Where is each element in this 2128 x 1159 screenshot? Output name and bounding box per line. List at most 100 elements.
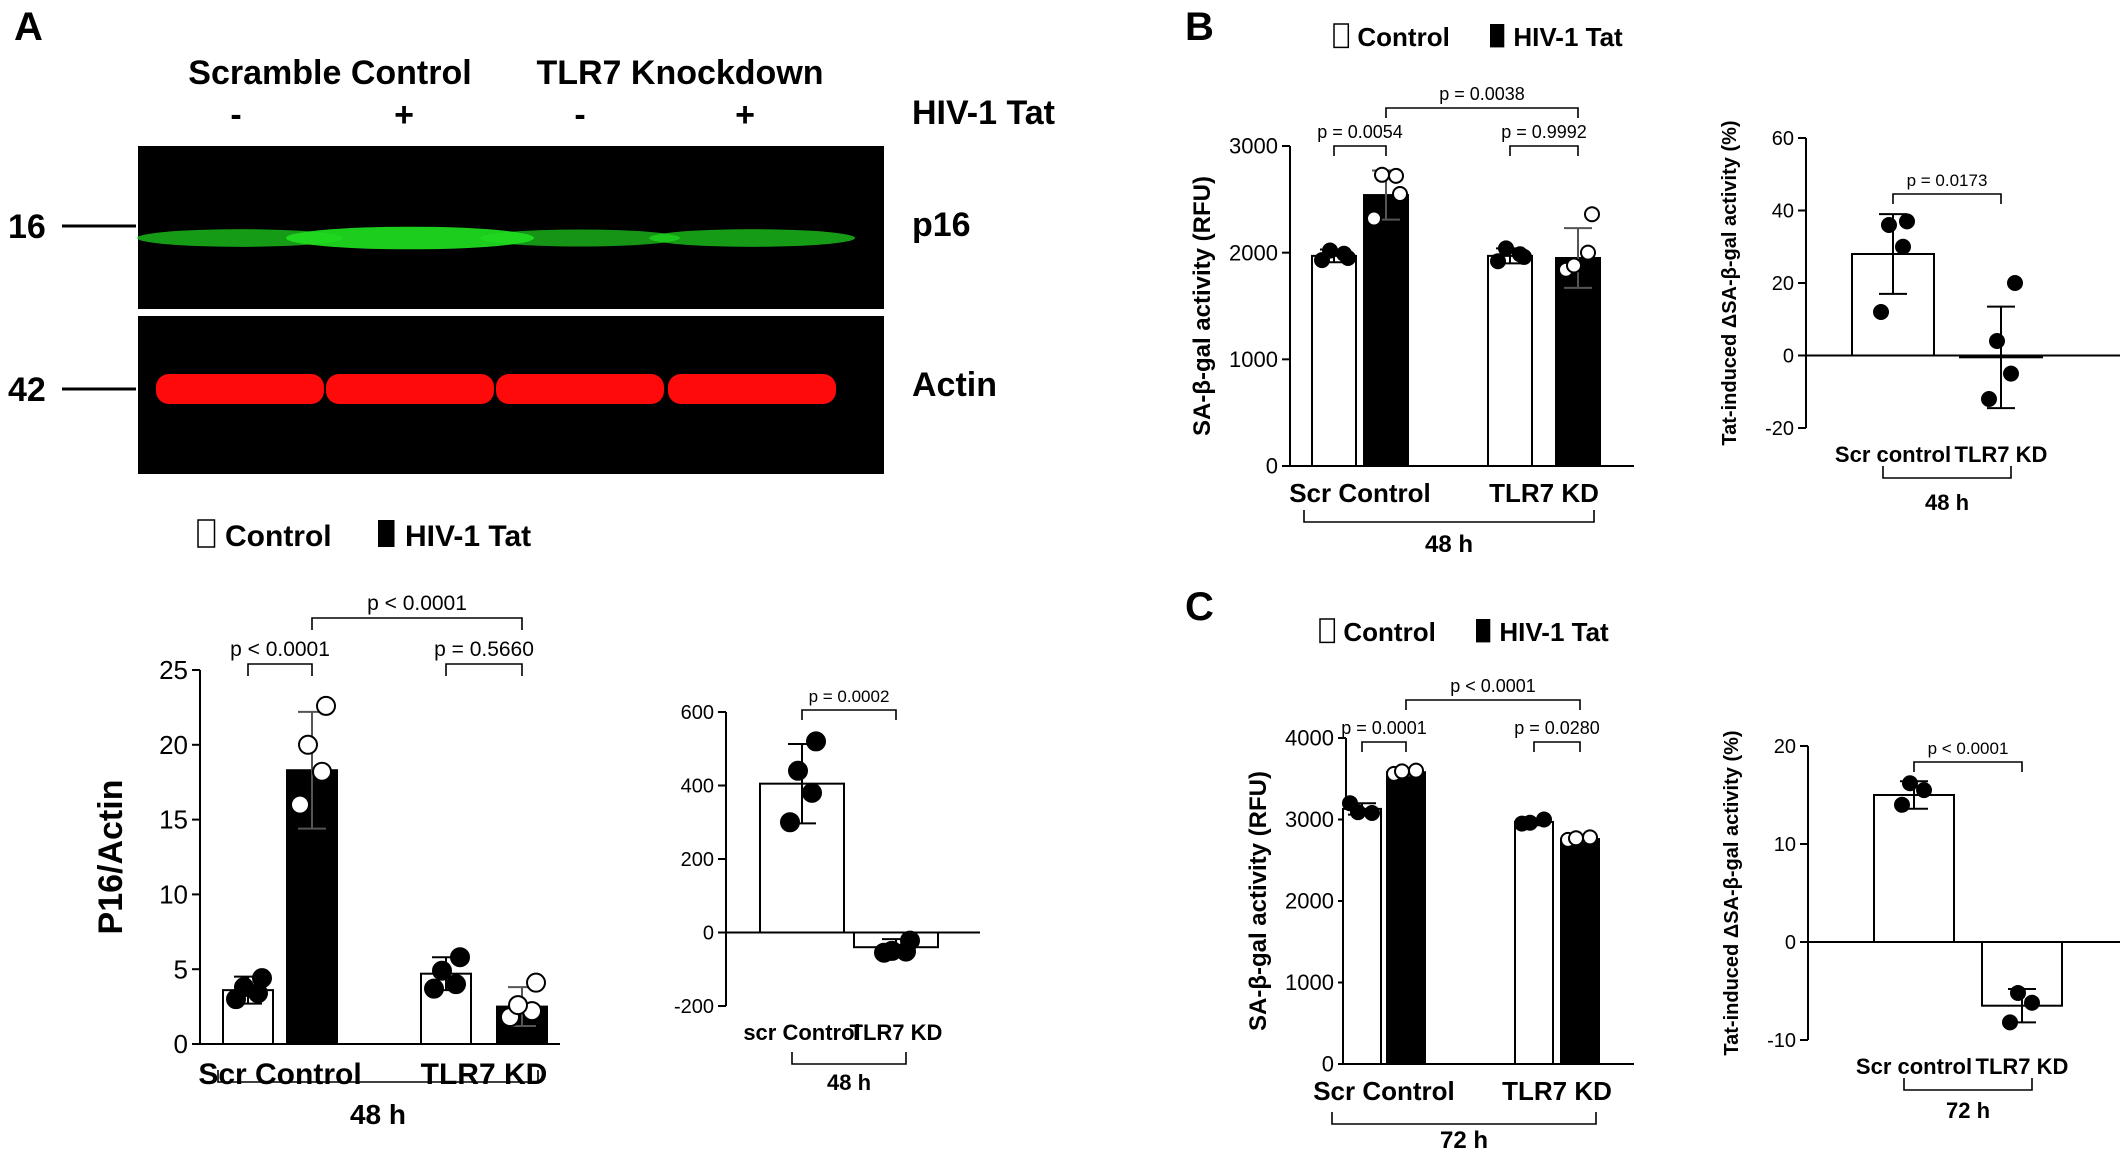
tat-data-point <box>1394 763 1410 780</box>
time-bracket <box>791 1052 907 1065</box>
p-value-bracket <box>1509 145 1579 156</box>
wb-group-tlr7-knockdown: TLR7 Knockdown <box>536 54 823 92</box>
y-tick-label: 0 <box>1322 1052 1334 1077</box>
control-data-point <box>1322 242 1338 259</box>
p-value-label: p = 0.0002 <box>809 687 890 706</box>
delta-0-data-point <box>802 782 822 803</box>
delta-1-data-point <box>1981 391 1997 407</box>
y-tick-label: 3000 <box>1229 134 1278 159</box>
delta-0-data-point <box>1873 304 1889 320</box>
x-group-label: Scr Control <box>198 1058 361 1091</box>
tat-data-point <box>1566 257 1582 274</box>
delta-0-data-point <box>806 731 826 752</box>
p-value-bracket <box>1913 761 2023 772</box>
legend-tat-label: HIV-1 Tat <box>1499 617 1609 647</box>
y-tick-label: 10 <box>159 880 188 910</box>
tat-data-point <box>1388 167 1404 184</box>
time-bracket <box>1331 1112 1597 1125</box>
p-value-label: p = 0.0038 <box>1439 84 1525 104</box>
delta-0-data-point <box>1881 217 1897 233</box>
control-data-point <box>1350 804 1366 821</box>
x-category-label: scr Control <box>743 1020 860 1045</box>
p-value-bracket <box>1333 145 1387 156</box>
delta-0-data-point <box>788 760 808 781</box>
legend-control-swatch <box>1333 23 1350 49</box>
y-tick-label: 1000 <box>1285 970 1334 995</box>
y-tick-label: 10 <box>1774 834 1796 856</box>
wb-lane-sign-2: + <box>394 96 414 134</box>
tat-data-point <box>1408 762 1424 779</box>
tat-data-point <box>1584 206 1600 223</box>
time-bracket <box>1303 510 1595 523</box>
control-data-point <box>446 974 466 995</box>
time-label: 72 h <box>1946 1098 1990 1123</box>
y-tick-label: 2000 <box>1229 240 1278 265</box>
control-data-point <box>1340 250 1356 266</box>
chart-b-delta: -20 0 20 40 60 Tat-induced ΔSA-β-gal activity… <box>1719 120 2120 515</box>
x-category-label: TLR7 KD <box>850 1020 943 1045</box>
tat-data-point <box>312 761 332 782</box>
p-value-label: p < 0.0001 <box>367 592 467 615</box>
p-value-label: p = 0.0001 <box>1341 718 1427 738</box>
wb-band-label-p16: p16 <box>912 206 971 244</box>
legend-tat-label: HIV-1 Tat <box>405 520 531 553</box>
wb-marker-16: 16 <box>8 208 46 246</box>
chart-c-delta: -10 0 10 20 Tat-induced ΔSA-β-gal activity (… <box>1721 730 2120 1123</box>
control-data-point <box>432 960 452 981</box>
tat-data-point <box>508 995 528 1016</box>
y-tick-label: -200 <box>674 996 714 1018</box>
y-axis-label: SA-β-gal activity (RFU) <box>1189 176 1216 436</box>
time-label: 48 h <box>827 1070 871 1095</box>
p-value-label: p = 0.0280 <box>1514 718 1600 738</box>
control-data-point <box>1536 811 1552 828</box>
delta-0-data-point <box>1894 796 1910 813</box>
time-label: 48 h <box>350 1099 406 1130</box>
x-group-label: Scr Control <box>1289 478 1431 508</box>
delta-0-bar <box>1873 794 1955 943</box>
delta-1-data-point <box>2002 1014 2018 1031</box>
y-tick-label: 25 <box>159 655 188 685</box>
y-tick-label: -20 <box>1765 418 1794 440</box>
chart-c-main: 0 1000 2000 3000 4000 SA-β-gal activity (RFU)… <box>1245 617 1634 1154</box>
y-tick-label: 40 <box>1772 201 1794 223</box>
legend-tat-swatch <box>1476 619 1491 643</box>
tat-bar <box>1363 194 1409 467</box>
tat-data-point <box>1366 210 1382 227</box>
actin-band-lane-2 <box>326 374 494 404</box>
delta-1-data-point <box>2010 984 2026 1001</box>
p-value-label: p < 0.0001 <box>230 638 330 661</box>
y-tick-label: -10 <box>1767 1030 1796 1052</box>
p16-band-lane-1 <box>137 229 343 247</box>
y-tick-label: 3000 <box>1285 807 1334 832</box>
delta-0-data-point <box>780 812 800 833</box>
legend-tat-label: HIV-1 Tat <box>1513 22 1623 52</box>
legend-tat-swatch <box>378 520 395 547</box>
tat-data-point <box>526 972 546 993</box>
panel-letter-a: A <box>14 5 43 49</box>
x-category-label: Scr control <box>1856 1054 1972 1079</box>
tat-bar <box>1560 838 1600 1065</box>
control-bar <box>1311 254 1357 467</box>
y-tick-label: 20 <box>1772 273 1794 295</box>
y-axis-label: Tat-induced ΔSA-β-gal activity (%) <box>1721 730 1743 1055</box>
wb-treatment-label: HIV-1 Tat <box>912 94 1055 132</box>
control-bar <box>1487 254 1533 467</box>
p-value-bracket <box>801 709 897 720</box>
control-data-point <box>234 977 254 998</box>
legend-control-swatch <box>197 519 216 548</box>
control-data-point <box>1522 814 1538 831</box>
time-bracket <box>217 1070 539 1083</box>
tat-data-point <box>1392 186 1408 202</box>
y-tick-label: 0 <box>703 923 714 945</box>
time-label: 48 h <box>1925 490 1969 515</box>
control-data-point <box>1498 240 1514 257</box>
delta-1-data-point <box>882 940 902 961</box>
delta-0-data-point <box>1916 782 1932 799</box>
p-value-label: p = 0.0054 <box>1317 122 1403 142</box>
y-tick-label: 600 <box>681 702 714 724</box>
chart-a-main: 0 5 10 15 20 25 P16/Actin Scr Control TLR7 KD p <… <box>92 519 560 1130</box>
actin-band-lane-4 <box>668 374 836 404</box>
p-value-bracket <box>445 663 523 676</box>
delta-1-data-point <box>900 930 920 951</box>
